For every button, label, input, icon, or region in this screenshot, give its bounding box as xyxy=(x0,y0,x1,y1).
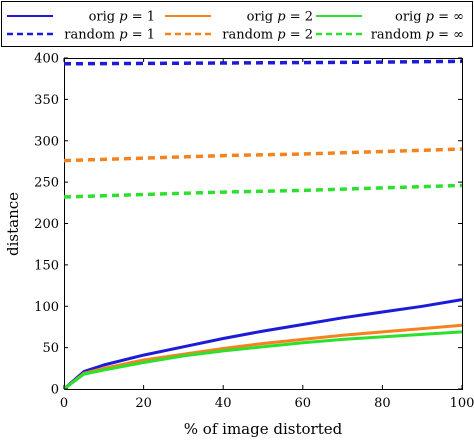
x-tick-label: 80 xyxy=(374,396,391,411)
series-line-4 xyxy=(63,147,463,163)
legend-label-2: orig p = ∞ xyxy=(395,10,464,25)
y-tick-label: 150 xyxy=(34,258,59,273)
y-tick-label: 200 xyxy=(34,217,59,232)
series-line-2 xyxy=(63,330,463,391)
x-axis-title: % of image distorted xyxy=(184,420,343,438)
series-line-5 xyxy=(63,183,463,199)
plot-area: 0 20 40 60 80 100 0 50 100 150 200 250 300 350 400 xyxy=(34,52,474,412)
legend-label-3: random p = 1 xyxy=(64,28,155,43)
x-tick-label: 100 xyxy=(450,396,474,411)
y-tick-label: 250 xyxy=(34,176,59,191)
x-axis: 0 20 40 60 80 100 xyxy=(60,58,474,411)
y-tick-label: 300 xyxy=(34,134,59,149)
series-line-1 xyxy=(63,323,463,391)
y-tick-label: 350 xyxy=(34,93,59,108)
legend-box xyxy=(1,1,473,47)
legend-label-5: random p = ∞ xyxy=(371,28,464,43)
x-tick-label: 20 xyxy=(135,396,152,411)
series-layer xyxy=(63,59,463,391)
y-axis-title: distance xyxy=(4,192,22,256)
legend-label-1: orig p = 2 xyxy=(247,10,313,25)
legend: orig p = 1 orig p = 2 orig p = ∞ random p =… xyxy=(1,1,473,47)
series-line-0 xyxy=(63,298,463,391)
y-tick-label: 50 xyxy=(42,341,59,356)
legend-label-4: random p = 2 xyxy=(222,28,313,43)
x-tick-label: 40 xyxy=(215,396,232,411)
y-tick-label: 100 xyxy=(34,300,59,315)
x-tick-label: 0 xyxy=(60,396,68,411)
y-tick-label: 400 xyxy=(34,52,59,67)
y-tick-label: 0 xyxy=(51,383,59,398)
x-tick-label: 60 xyxy=(295,396,312,411)
y-axis: 0 50 100 150 200 250 300 350 400 xyxy=(34,52,462,398)
plot-frame xyxy=(64,58,463,390)
legend-label-0: orig p = 1 xyxy=(89,10,155,25)
series-line-3 xyxy=(63,59,463,66)
